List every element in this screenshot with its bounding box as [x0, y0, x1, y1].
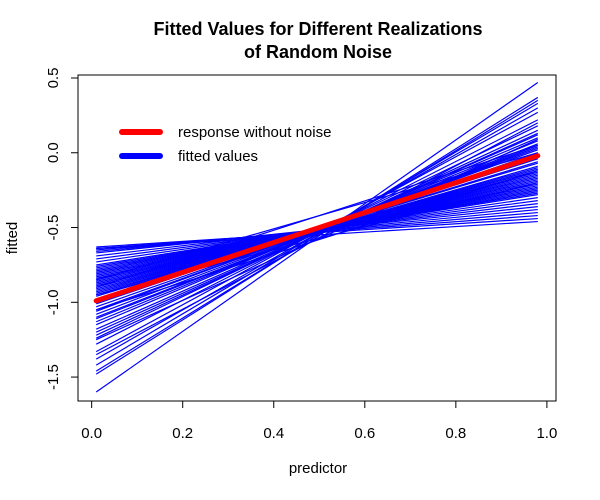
y-tick-label-4: 0.5 — [45, 68, 62, 89]
fitted-line-3 — [95, 102, 539, 366]
true-line-group — [93, 153, 541, 304]
x-tick-label-5: 1.0 — [536, 425, 557, 442]
legend: response without noise fitted values — [119, 124, 331, 165]
x-tick-label-4: 0.8 — [445, 425, 466, 442]
fitted-line-2 — [95, 99, 539, 372]
fitted-line-55 — [96, 152, 538, 281]
y-axis: -1.5 -1.0 -0.5 0.0 0.5 — [45, 68, 79, 390]
fitted-line-0 — [95, 81, 539, 393]
fitted-line-4 — [95, 107, 539, 360]
true-response-line — [93, 153, 541, 304]
y-axis-label: fitted — [4, 222, 21, 255]
y-tick-label-1: -1.0 — [45, 289, 62, 315]
x-tick-label-1: 0.2 — [172, 425, 193, 442]
fitted-line-58 — [96, 170, 538, 311]
y-tick-label-3: 0.0 — [45, 142, 62, 163]
y-tick-label-2: -0.5 — [45, 215, 62, 241]
x-tick-label-3: 0.6 — [354, 425, 375, 442]
fitted-line-56 — [95, 138, 539, 341]
x-tick-label-2: 0.4 — [263, 425, 284, 442]
legend-label-true: response without noise — [178, 124, 331, 141]
x-axis-label: predictor — [289, 460, 347, 477]
chart-title-line1: Fitted Values for Different Realizations — [153, 19, 482, 39]
fitted-line-53 — [96, 220, 538, 250]
legend-label-fitted: fitted values — [178, 148, 258, 165]
x-tick-label-0: 0.0 — [81, 425, 102, 442]
fitted-line-51 — [96, 214, 538, 250]
chart-title-line2: of Random Noise — [244, 42, 392, 62]
x-axis: 0.0 0.2 0.4 0.6 0.8 1.0 — [81, 400, 557, 442]
y-tick-label-0: -1.5 — [45, 364, 62, 390]
fitted-line-52 — [96, 217, 538, 248]
